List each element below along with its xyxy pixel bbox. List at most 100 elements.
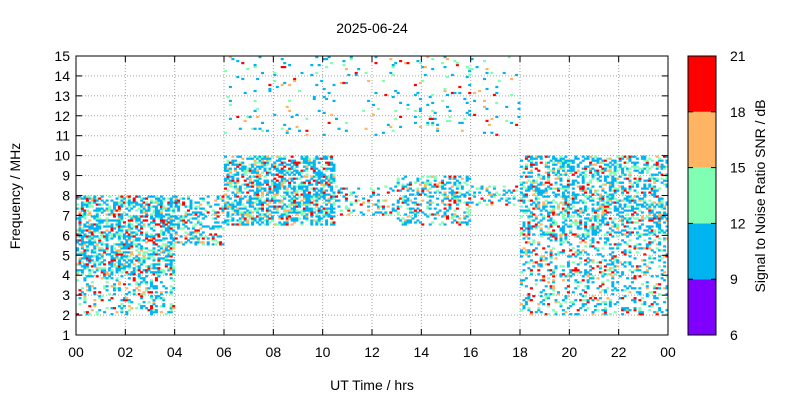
data-point — [549, 255, 553, 258]
data-point — [574, 223, 578, 226]
data-point — [98, 249, 102, 252]
data-point — [655, 203, 659, 206]
data-point — [576, 175, 580, 178]
data-point — [663, 183, 667, 186]
data-point — [137, 261, 141, 264]
data-point — [256, 155, 260, 158]
data-point — [529, 159, 533, 162]
data-point — [606, 205, 610, 208]
data-point — [273, 113, 277, 116]
data-point — [196, 211, 200, 214]
data-point — [433, 177, 437, 180]
data-point — [524, 209, 528, 212]
data-point — [295, 189, 299, 192]
data-point — [446, 93, 449, 97]
data-point — [463, 211, 467, 214]
data-point — [145, 201, 149, 204]
axes: 00 02 04 06 08 10 12 14 16 18 20 22 0012345678910111… — [54, 48, 676, 360]
data-point — [626, 225, 630, 228]
data-point — [137, 203, 141, 206]
data-point — [145, 281, 149, 284]
data-point — [290, 159, 294, 162]
data-point — [367, 201, 371, 204]
data-point — [152, 211, 156, 214]
data-point — [142, 247, 146, 250]
data-point — [270, 205, 274, 208]
data-point — [236, 211, 240, 214]
data-point — [120, 267, 124, 270]
data-point — [450, 91, 454, 95]
data-point — [561, 215, 565, 218]
data-point — [154, 297, 158, 300]
data-point — [236, 75, 240, 79]
data-point — [522, 221, 526, 224]
data-point — [85, 241, 89, 244]
data-point — [265, 191, 269, 194]
data-point — [608, 171, 612, 174]
data-point — [120, 247, 124, 250]
data-point — [561, 217, 565, 220]
data-point — [613, 197, 617, 200]
data-point — [293, 189, 297, 192]
data-point — [552, 191, 556, 194]
data-point — [626, 205, 630, 208]
data-point — [85, 311, 89, 314]
data-point — [147, 309, 151, 312]
data-point — [85, 275, 89, 278]
data-point — [372, 193, 375, 196]
data-point — [332, 215, 336, 218]
data-point — [571, 291, 575, 294]
data-point — [169, 205, 173, 208]
data-point — [132, 293, 136, 296]
data-point — [450, 189, 454, 192]
data-point — [90, 285, 94, 288]
data-point — [78, 259, 82, 262]
data-point — [150, 217, 153, 220]
data-point — [80, 207, 84, 210]
data-point — [413, 203, 417, 206]
data-point — [487, 199, 491, 202]
data-point — [172, 223, 176, 226]
data-point — [302, 207, 306, 210]
data-point — [172, 215, 176, 218]
data-point — [105, 225, 109, 228]
data-point — [103, 285, 107, 288]
chart-title: 2025-06-24 — [336, 20, 408, 36]
data-point — [581, 235, 585, 238]
data-point — [305, 193, 309, 196]
data-point — [658, 205, 662, 208]
data-point — [90, 237, 94, 240]
data-point — [152, 265, 156, 268]
data-point — [616, 199, 620, 202]
data-point — [125, 245, 129, 248]
data-point — [261, 201, 264, 204]
data-point — [492, 187, 496, 190]
data-point — [633, 297, 637, 300]
data-point — [542, 177, 546, 180]
data-point — [226, 175, 230, 178]
data-point — [381, 213, 385, 216]
data-point — [251, 219, 255, 222]
data-point — [117, 259, 121, 262]
data-point — [332, 201, 336, 204]
data-point — [169, 223, 173, 226]
data-point — [379, 211, 383, 214]
data-point — [320, 175, 324, 178]
data-point — [103, 271, 107, 274]
data-point — [539, 279, 543, 282]
data-point — [270, 155, 274, 158]
data-point — [251, 127, 255, 130]
data-point — [638, 291, 642, 294]
data-point — [251, 165, 255, 168]
data-point — [88, 197, 92, 200]
data-point — [431, 117, 435, 120]
data-point — [650, 175, 654, 178]
data-point — [549, 205, 553, 208]
data-point — [623, 285, 627, 288]
data-point — [199, 235, 203, 238]
data-point — [631, 197, 634, 200]
data-point — [574, 233, 578, 236]
data-point — [660, 229, 664, 232]
data-point — [256, 221, 260, 224]
data-point — [315, 195, 319, 198]
